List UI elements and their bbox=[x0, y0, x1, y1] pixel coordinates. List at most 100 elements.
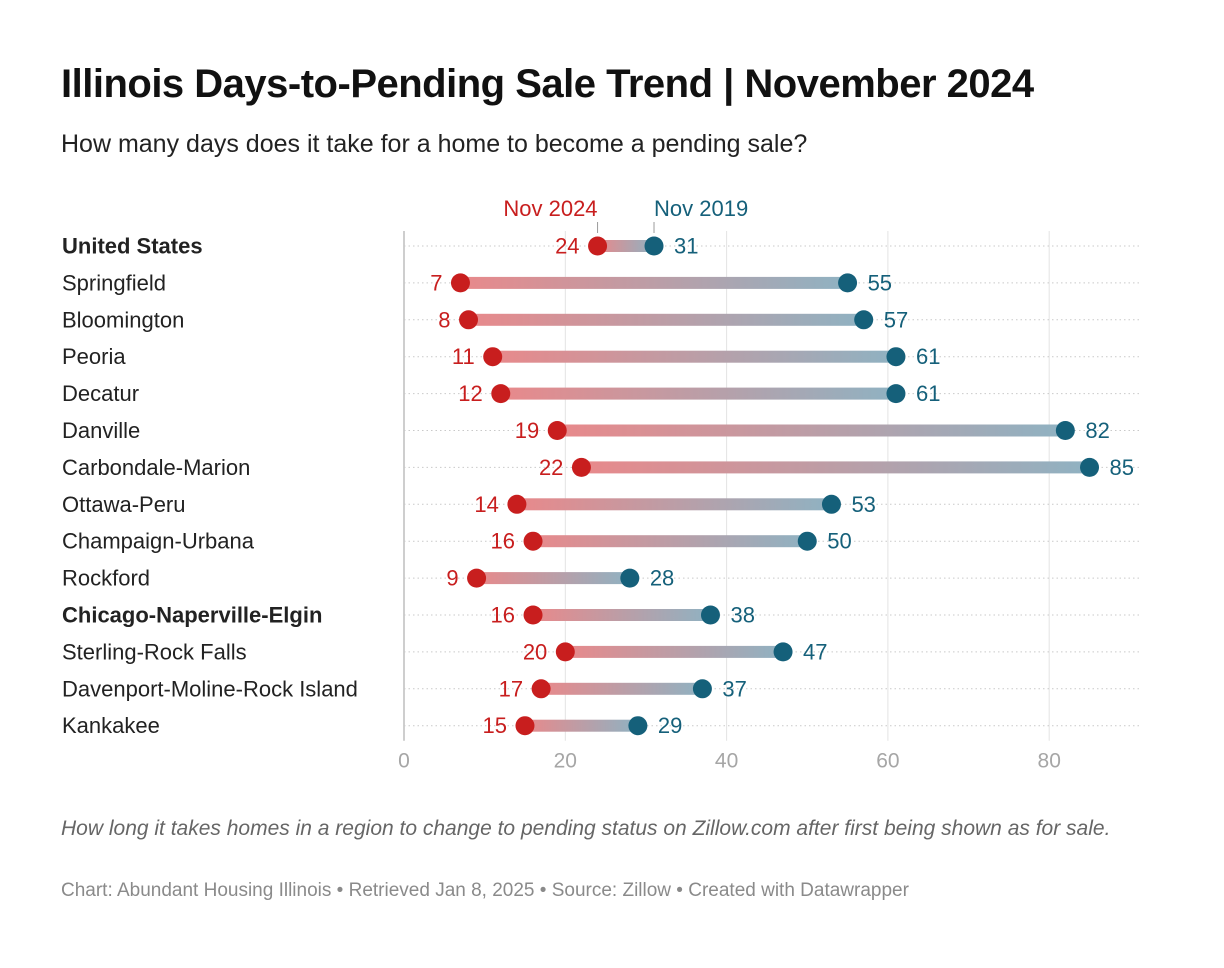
value-label-nov-2024: 7 bbox=[430, 270, 442, 295]
category-label: Danville bbox=[62, 418, 140, 443]
category-label: Springfield bbox=[62, 270, 166, 295]
range-bar bbox=[565, 645, 784, 658]
chart-row: Chicago-Naperville-Elgin 16 38 bbox=[62, 603, 1140, 628]
chart-rows: United States 24 31 Springfield 7 55 Bloomingt… bbox=[62, 234, 1140, 738]
dot-nov-2024 bbox=[515, 716, 535, 736]
range-bar bbox=[500, 387, 896, 400]
dot-nov-2024 bbox=[588, 236, 608, 256]
dot-nov-2019 bbox=[886, 384, 906, 404]
category-label: Rockford bbox=[62, 566, 150, 591]
x-axis-ticks: 0 20 40 60 80 bbox=[398, 750, 1061, 773]
dot-nov-2024 bbox=[483, 347, 503, 367]
chart-row: Springfield 7 55 bbox=[62, 270, 1140, 295]
category-label: Sterling-Rock Falls bbox=[62, 639, 247, 664]
dot-nov-2024 bbox=[450, 273, 470, 293]
dot-nov-2019 bbox=[773, 642, 793, 662]
value-label-nov-2019: 28 bbox=[650, 566, 674, 591]
range-bar bbox=[468, 313, 864, 326]
range-bar bbox=[476, 572, 630, 585]
range-bar bbox=[557, 424, 1066, 437]
gridlines bbox=[403, 231, 1050, 741]
category-label: Peoria bbox=[62, 344, 126, 369]
value-label-nov-2019: 61 bbox=[916, 344, 940, 369]
range-bar bbox=[533, 535, 808, 548]
legend: Nov 2024 Nov 2019 bbox=[503, 196, 748, 233]
value-label-nov-2024: 24 bbox=[555, 234, 579, 259]
x-tick-label: 20 bbox=[554, 750, 577, 773]
dot-nov-2019 bbox=[644, 236, 664, 256]
x-tick-label: 0 bbox=[398, 750, 410, 773]
value-label-nov-2019: 61 bbox=[916, 381, 940, 406]
dot-nov-2019 bbox=[1080, 457, 1100, 477]
chart-row: Ottawa-Peru 14 53 bbox=[62, 492, 1140, 517]
value-label-nov-2024: 16 bbox=[491, 529, 515, 554]
dot-nov-2019 bbox=[838, 273, 858, 293]
category-label: Champaign-Urbana bbox=[62, 529, 255, 554]
range-bar bbox=[541, 682, 703, 695]
dot-nov-2019 bbox=[797, 531, 817, 551]
range-bar bbox=[460, 276, 848, 289]
range-bar bbox=[524, 719, 638, 732]
category-label: Kankakee bbox=[62, 713, 160, 738]
chart-row: Davenport-Moline-Rock Island 17 37 bbox=[62, 676, 1140, 701]
chart-row: Danville 19 82 bbox=[62, 418, 1140, 443]
value-label-nov-2024: 8 bbox=[438, 307, 450, 332]
dot-nov-2024 bbox=[459, 310, 479, 330]
chart-footer: Chart: Abundant Housing Illinois • Retri… bbox=[61, 880, 909, 901]
chart-row: Champaign-Urbana 16 50 bbox=[62, 529, 1140, 554]
range-bar bbox=[492, 350, 896, 363]
chart-notes: How long it takes homes in a region to c… bbox=[61, 817, 1111, 840]
chart-row: Rockford 9 28 bbox=[62, 566, 1140, 591]
chart-row: United States 24 31 bbox=[62, 234, 1140, 259]
dot-nov-2024 bbox=[571, 457, 591, 477]
category-label: Carbondale-Marion bbox=[62, 455, 250, 480]
dot-nov-2024 bbox=[547, 421, 567, 440]
dot-nov-2019 bbox=[628, 716, 648, 736]
range-bar bbox=[533, 609, 711, 621]
value-label-nov-2024: 12 bbox=[458, 381, 482, 406]
chart-row: Decatur 12 61 bbox=[62, 381, 1140, 406]
chart-row: Peoria 11 61 bbox=[62, 344, 1140, 369]
category-label: Ottawa-Peru bbox=[62, 492, 186, 517]
category-label: Decatur bbox=[62, 381, 139, 406]
dot-nov-2019 bbox=[821, 494, 841, 514]
value-label-nov-2019: 37 bbox=[722, 676, 746, 701]
category-label: Davenport-Moline-Rock Island bbox=[62, 676, 358, 701]
legend-label-nov-2019: Nov 2019 bbox=[654, 196, 748, 221]
value-label-nov-2019: 47 bbox=[803, 639, 827, 664]
value-label-nov-2019: 53 bbox=[851, 492, 875, 517]
value-label-nov-2024: 9 bbox=[446, 566, 458, 591]
value-label-nov-2019: 38 bbox=[730, 603, 754, 628]
range-bar bbox=[516, 498, 832, 511]
category-label: United States bbox=[62, 234, 203, 259]
value-label-nov-2019: 85 bbox=[1110, 455, 1134, 480]
value-label-nov-2019: 55 bbox=[868, 270, 892, 295]
value-label-nov-2024: 19 bbox=[515, 418, 539, 443]
dot-nov-2024 bbox=[523, 605, 543, 625]
dot-nov-2019 bbox=[692, 679, 712, 699]
value-label-nov-2019: 50 bbox=[827, 529, 851, 554]
chart-row: Sterling-Rock Falls 20 47 bbox=[62, 639, 1140, 664]
x-tick-label: 80 bbox=[1038, 750, 1061, 773]
value-label-nov-2024: 16 bbox=[491, 603, 515, 628]
dot-nov-2024 bbox=[491, 384, 511, 404]
value-label-nov-2019: 31 bbox=[674, 234, 698, 259]
chart-title: Illinois Days-to-Pending Sale Trend | No… bbox=[61, 62, 1034, 106]
dot-nov-2019 bbox=[854, 310, 874, 330]
dot-nov-2024 bbox=[531, 679, 551, 699]
chart-subtitle: How many days does it take for a home to… bbox=[61, 130, 808, 158]
category-label: Bloomington bbox=[62, 307, 184, 332]
range-bar bbox=[597, 240, 655, 252]
value-label-nov-2024: 17 bbox=[499, 676, 523, 701]
dot-nov-2024 bbox=[467, 568, 487, 588]
value-label-nov-2024: 20 bbox=[523, 639, 547, 664]
dot-nov-2024 bbox=[523, 531, 543, 551]
x-tick-label: 60 bbox=[876, 750, 899, 773]
x-tick-label: 40 bbox=[715, 750, 738, 773]
category-label: Chicago-Naperville-Elgin bbox=[62, 603, 322, 628]
chart-row: Carbondale-Marion 22 85 bbox=[62, 455, 1140, 480]
dot-nov-2019 bbox=[1055, 421, 1075, 440]
range-bar bbox=[581, 461, 1090, 474]
range-dot-chart: United States 24 31 Springfield 7 55 Bloomingt… bbox=[62, 196, 1140, 773]
dot-nov-2019 bbox=[620, 568, 640, 588]
